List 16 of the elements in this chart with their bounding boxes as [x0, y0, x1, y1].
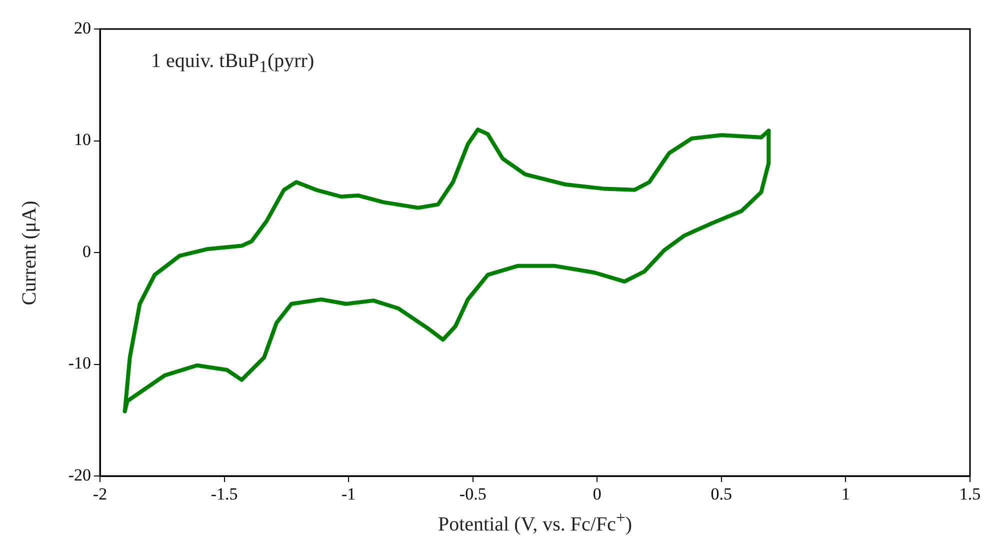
x-axis-title: Potential (V, vs. Fc/Fc$^{+}$)	[436, 508, 634, 537]
annotation: 1 equiv. tBuP$_{1}$(pyrr)	[151, 50, 314, 77]
x-tick-label: -1	[341, 484, 356, 504]
x-tick-label: 0	[592, 484, 602, 504]
x-tick-label: -0.5	[459, 484, 486, 504]
y-tick-label: -20	[68, 465, 91, 484]
y-axis-title: Current (μA)	[18, 200, 42, 305]
x-tick-label: -2	[92, 484, 108, 504]
x-tick-label: 1.5	[959, 484, 981, 504]
x-tick-label: 0.5	[710, 484, 732, 504]
y-tick-label: 20	[74, 18, 91, 38]
y-tick-label: 0	[82, 242, 91, 261]
x-tick-label: 1	[841, 484, 850, 504]
x-tick-label: -1.5	[210, 484, 238, 504]
y-tick-label: 10	[74, 130, 91, 150]
y-tick-label: -10	[68, 354, 91, 373]
